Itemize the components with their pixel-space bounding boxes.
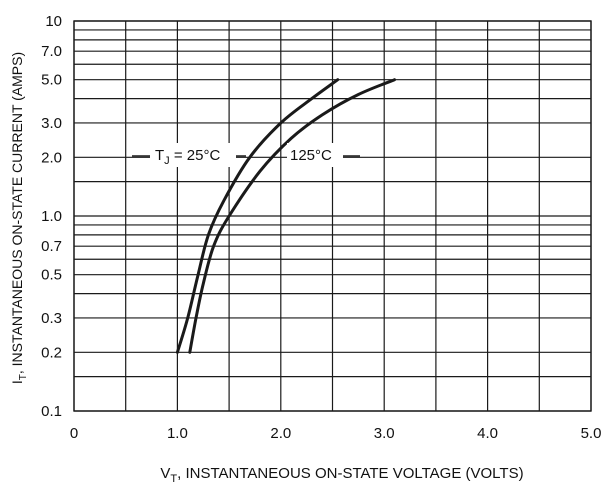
annotation-125c: 125°C: [287, 143, 360, 167]
y-tick-label: 2.0: [41, 149, 62, 166]
plot-frame: [73, 20, 592, 412]
x-tick-label: 3.0: [374, 425, 395, 442]
series-line-1: [175, 78, 340, 354]
y-tick-label: 0.5: [41, 267, 62, 284]
y-tick-label: 10: [45, 13, 62, 30]
y-tick-label: 7.0: [41, 43, 62, 60]
y-tick-label: 0.1: [41, 403, 62, 420]
series-lines: [175, 78, 396, 354]
annotation-tj-25c: TJ = 25°C: [132, 143, 246, 167]
annotation-tj-text: TJ = 25°C: [155, 147, 220, 167]
y-tick-label: 0.2: [41, 344, 62, 361]
y-tick-label: 1.0: [41, 208, 62, 225]
x-tick-label: 1.0: [167, 425, 188, 442]
x-tick-label: 5.0: [581, 425, 602, 442]
x-tick-label: 4.0: [477, 425, 498, 442]
y-gridlines: [74, 20, 591, 412]
y-tick-labels: 10 7.0 5.0 3.0 2.0 1.0 0.7 0.5 0.3 0.2 0.1: [41, 13, 62, 420]
y-tick-label: 0.3: [41, 310, 62, 327]
y-axis-label: IT, INSTANTANEOUS ON-STATE CURRENT (AMPS…: [9, 52, 29, 384]
x-tick-label: 0: [70, 425, 78, 442]
x-tick-label: 2.0: [270, 425, 291, 442]
annotation-125c-text: 125°C: [290, 147, 332, 164]
x-tick-labels: 0 1.0 2.0 3.0 4.0 5.0: [70, 425, 602, 442]
x-axis-label: VT, INSTANTANEOUS ON-STATE VOLTAGE (VOLT…: [160, 465, 523, 485]
y-tick-label: 3.0: [41, 115, 62, 132]
y-tick-label: 5.0: [41, 72, 62, 89]
series-line-2: [188, 78, 396, 354]
y-tick-label: 0.7: [41, 238, 62, 255]
